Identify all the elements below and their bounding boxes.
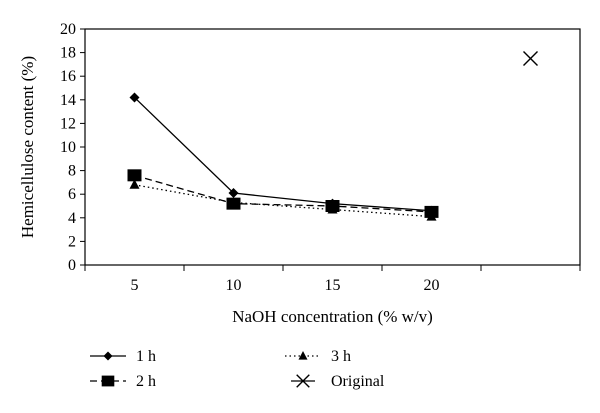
legend: 1 h 2 h 3 h Original <box>90 348 385 390</box>
x-axis-title: NaOH concentration (% w/v) <box>232 307 433 326</box>
y-tick-label: 14 <box>60 92 76 109</box>
legend-item: 3 h <box>285 348 351 365</box>
data-point <box>523 51 538 66</box>
legend-marker <box>296 374 310 388</box>
series-0 <box>129 92 437 216</box>
plot-frame <box>84 28 581 266</box>
x-tick-label: 15 <box>325 277 341 294</box>
data-point <box>327 204 338 214</box>
series-3 <box>523 51 538 66</box>
legend-label: 1 h <box>136 348 156 365</box>
legend-item: Original <box>291 373 385 390</box>
legend-marker <box>103 351 113 361</box>
y-tick-label: 6 <box>68 186 76 203</box>
legend-marker <box>298 351 308 360</box>
y-tick-label: 10 <box>60 139 76 156</box>
data-point <box>129 92 140 103</box>
series-group <box>127 51 538 221</box>
y-tick-label: 16 <box>60 68 76 85</box>
x-tick-label: 5 <box>131 277 139 294</box>
legend-item: 1 h <box>90 348 156 365</box>
legend-label: 2 h <box>136 373 156 390</box>
x-marker-stroke <box>296 374 310 388</box>
y-tick-label: 8 <box>68 163 76 180</box>
x-tick-label: 20 <box>424 277 440 294</box>
series-line <box>134 174 432 213</box>
series-2 <box>129 179 437 221</box>
y-tick-label: 2 <box>68 233 76 250</box>
y-tick-label: 0 <box>68 257 76 274</box>
data-point <box>127 169 142 182</box>
series-line <box>134 96 432 212</box>
data-point <box>228 196 239 207</box>
data-point <box>228 188 239 199</box>
y-axis-title: Hemicellulose content (%) <box>18 56 37 238</box>
y-tick-label: 12 <box>60 115 76 132</box>
plot-area <box>84 28 581 266</box>
y-tick-label: 18 <box>60 45 76 62</box>
legend-marker <box>101 375 115 387</box>
axes: 0 2 4 6 8 10 12 14 16 18 20 5 10 15 20 <box>60 21 581 294</box>
y-tick-label: 4 <box>68 210 76 227</box>
series-1 <box>127 169 439 218</box>
legend-label: 3 h <box>331 348 351 365</box>
legend-item: 2 h <box>90 373 156 390</box>
y-tick-label: 20 <box>60 21 76 38</box>
data-point <box>426 211 437 221</box>
x-marker-stroke <box>523 51 538 66</box>
legend-label: Original <box>331 373 385 390</box>
x-tick-label: 10 <box>226 277 242 294</box>
series-line <box>134 184 432 218</box>
data-point <box>129 179 140 189</box>
